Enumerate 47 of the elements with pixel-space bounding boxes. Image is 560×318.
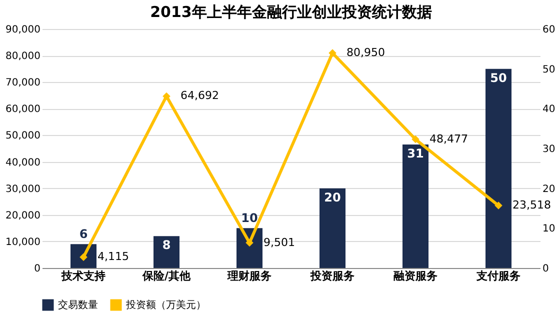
y-tick-label: 50,000 (6, 130, 40, 142)
y2-tick-label: 40 (542, 104, 556, 116)
data-label: 50 (490, 70, 507, 85)
data-label: 6 (79, 227, 88, 242)
y-tick-label: 30,000 (6, 184, 40, 195)
bar (154, 236, 180, 268)
y2-tick-label: 30 (542, 144, 556, 155)
x-tick-label: 支付服务 (476, 270, 520, 282)
point (162, 92, 170, 100)
y-tick-label: 80,000 (6, 51, 40, 62)
data-label: 10 (241, 211, 258, 226)
y2-tick-label: 0 (542, 264, 549, 274)
point (412, 135, 420, 144)
data-label: 20 (324, 190, 341, 204)
y-tick-label: 20,000 (6, 210, 40, 222)
bar (402, 144, 428, 268)
data-label: 4,115 (98, 250, 129, 264)
point (328, 49, 336, 57)
y-tick-label: 60,000 (6, 104, 40, 116)
chart-title: 2013年上半年金融行业创业投资统计数据 (150, 3, 432, 21)
y2-tick-label: 20 (542, 184, 556, 195)
x-tick-label: 投资服务 (310, 270, 354, 282)
y-tick-label: 10,000 (6, 236, 40, 248)
data-label: 64,692 (180, 89, 219, 102)
data-label: 31 (407, 146, 424, 161)
data-label: 9,501 (264, 236, 295, 249)
y2-tick-label: 60 (542, 24, 556, 36)
legend-label: 交易数量 (58, 299, 98, 311)
y-tick-label: 70,000 (6, 78, 40, 89)
y2-tick-label: 10 (542, 224, 556, 235)
x-tick-label: 技术支持 (60, 270, 106, 282)
y-tick-label: 90,000 (6, 24, 40, 36)
y-tick-label: 40,000 (6, 157, 40, 168)
point (494, 202, 502, 210)
legend-label: 投资额（万美元） (125, 299, 206, 311)
x-tick-label: 融资服务 (394, 270, 438, 282)
data-label: 80,950 (346, 46, 385, 60)
bar (320, 188, 346, 268)
data-label: 8 (162, 238, 171, 252)
y2-tick-label: 50 (542, 64, 556, 76)
x-tick-label: 理财服务 (226, 270, 272, 282)
y-tick-label: 0 (34, 264, 40, 274)
x-tick-label: 保险/其他 (141, 270, 192, 282)
bar (486, 68, 512, 268)
data-label: 48,477 (430, 132, 468, 146)
data-label: 23,518 (512, 198, 551, 212)
point (246, 238, 254, 247)
